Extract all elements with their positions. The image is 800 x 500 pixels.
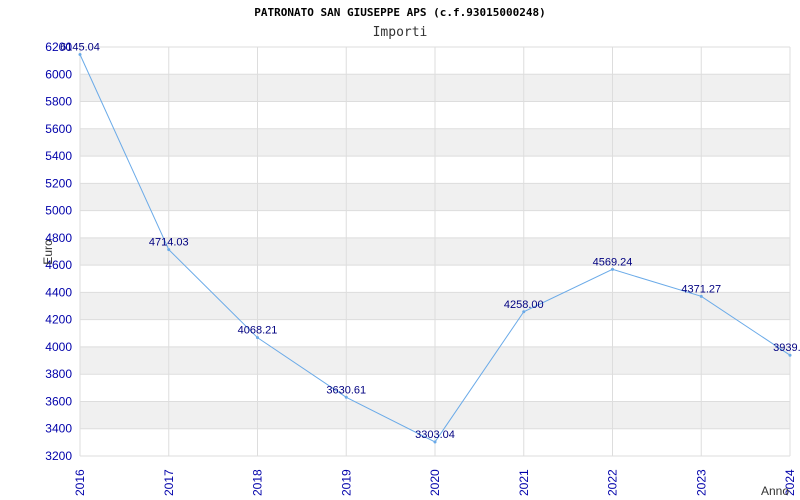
data-label: 3939.3 xyxy=(773,342,800,354)
x-tick-label: 2016 xyxy=(73,469,87,496)
x-tick-label: 2017 xyxy=(162,469,176,496)
x-tick-label: 2023 xyxy=(694,469,708,496)
x-tick-label: 2019 xyxy=(339,469,353,496)
y-tick-label: 3400 xyxy=(45,422,72,436)
data-point xyxy=(788,353,792,357)
y-tick-label: 4800 xyxy=(45,231,72,245)
data-label: 4068.21 xyxy=(238,325,278,337)
y-axis-ticks: 3200 3400 3600 3800 4000 4200 4400 4600 4800 5000… xyxy=(45,40,72,463)
y-tick-label: 3800 xyxy=(45,367,72,381)
data-label: 4714.03 xyxy=(149,237,189,249)
data-point xyxy=(256,336,259,340)
y-axis-label: Euro xyxy=(41,239,55,265)
data-point xyxy=(699,294,703,298)
y-tick-label: 4000 xyxy=(45,340,72,354)
x-axis-label: Anno xyxy=(761,484,789,498)
data-point xyxy=(433,440,437,444)
x-tick-label: 2018 xyxy=(251,469,265,496)
y-tick-label: 5400 xyxy=(45,149,72,163)
x-tick-label: 2020 xyxy=(428,469,442,496)
x-tick-label: 2021 xyxy=(517,469,531,496)
data-label: 4569.24 xyxy=(593,256,633,268)
data-label: 3303.04 xyxy=(415,429,455,441)
data-label: 4258.00 xyxy=(504,299,544,311)
data-point xyxy=(344,395,348,399)
y-tick-label: 5200 xyxy=(45,176,72,190)
gridlines xyxy=(79,46,791,457)
y-tick-label: 4400 xyxy=(45,285,72,299)
data-labels: 6145.04 4714.03 4068.21 3630.61 3303.04 4258.… xyxy=(60,41,800,440)
x-tick-label: 2024 xyxy=(783,469,797,496)
y-tick-label: 4600 xyxy=(45,258,72,272)
data-point xyxy=(611,267,614,271)
y-tick-label: 3600 xyxy=(45,394,72,408)
y-tick-label: 3200 xyxy=(45,449,72,463)
data-label: 3630.61 xyxy=(326,384,366,396)
series-group xyxy=(78,52,792,444)
chart-title: PATRONATO SAN GIUSEPPE APS (c.f.93015000… xyxy=(254,6,546,19)
y-tick-label: 6000 xyxy=(45,67,72,81)
y-tick-label: 5000 xyxy=(45,204,72,218)
x-axis-ticks: 2016 2017 2018 2019 2020 2021 2022 2023 2024 xyxy=(73,469,797,496)
x-tick-label: 2022 xyxy=(606,469,620,496)
data-point xyxy=(167,248,171,252)
data-label: 4371.27 xyxy=(681,283,721,295)
y-tick-label: 4200 xyxy=(45,313,72,327)
y-tick-label: 5800 xyxy=(45,95,72,109)
y-tick-label: 5600 xyxy=(45,122,72,136)
data-point xyxy=(78,52,82,56)
data-label: 6145.04 xyxy=(60,41,100,53)
chart-subtitle: Importi xyxy=(372,25,428,40)
y-tick-label: 6200 xyxy=(45,40,72,54)
data-point xyxy=(522,310,526,314)
